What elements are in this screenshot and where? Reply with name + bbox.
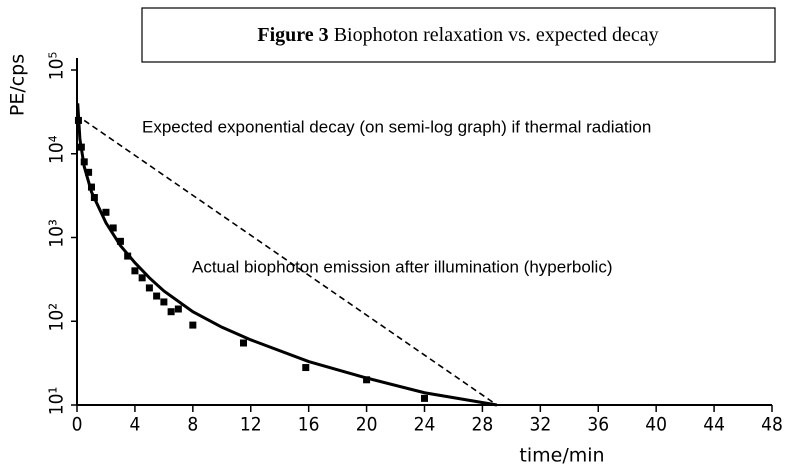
fit-curve (76, 103, 498, 407)
x-tick-label: 28 (472, 414, 494, 436)
y-tick-label: 10³ (46, 219, 68, 248)
data-point (174, 305, 182, 313)
y-tick-label: 10⁵ (46, 52, 68, 81)
x-tick-label: 24 (414, 414, 436, 436)
x-axis-label: time/min (519, 445, 604, 467)
figure-label: Figure 3 (257, 24, 328, 46)
data-point (116, 237, 124, 245)
x-tick-label: 12 (240, 414, 262, 436)
data-point (189, 321, 197, 329)
title-text: Biophoton relaxation vs. expected decay (334, 24, 659, 46)
data-point (85, 168, 93, 176)
data-point (153, 292, 161, 300)
data-point (160, 298, 168, 306)
annotation: Actual biophoton emission after illumina… (192, 257, 613, 276)
x-tick-label: 20 (356, 414, 378, 436)
data-point (131, 267, 139, 275)
title-box (141, 7, 776, 63)
expected-decay-line (83, 119, 498, 406)
annotation: Expected exponential decay (on semi-log … (142, 117, 651, 136)
y-tick-label: 10² (46, 303, 68, 332)
data-point (138, 274, 146, 282)
x-tick-label: 16 (298, 414, 320, 436)
data-point (109, 224, 117, 232)
data-point (102, 208, 110, 216)
x-tick-label: 4 (129, 414, 140, 436)
x-tick-label: 44 (703, 414, 725, 436)
data-point (145, 284, 153, 292)
x-tick-label: 0 (72, 414, 83, 436)
y-axis-label: PE/cps (7, 54, 29, 116)
data-point (302, 364, 310, 372)
y-tick-label: 10¹ (46, 387, 68, 416)
data-point (167, 308, 175, 316)
x-tick-label: 8 (187, 414, 198, 436)
x-tick-label: 40 (645, 414, 667, 436)
data-point (240, 339, 248, 347)
data-point (421, 394, 428, 402)
y-tick-label: 10⁴ (46, 135, 68, 164)
chart-title: Figure 3 Biophoton relaxation vs. expect… (257, 24, 658, 46)
x-tick-label: 32 (529, 414, 551, 436)
x-tick-label: 48 (761, 414, 783, 436)
x-tick-label: 36 (587, 414, 609, 436)
data-point (363, 376, 371, 384)
